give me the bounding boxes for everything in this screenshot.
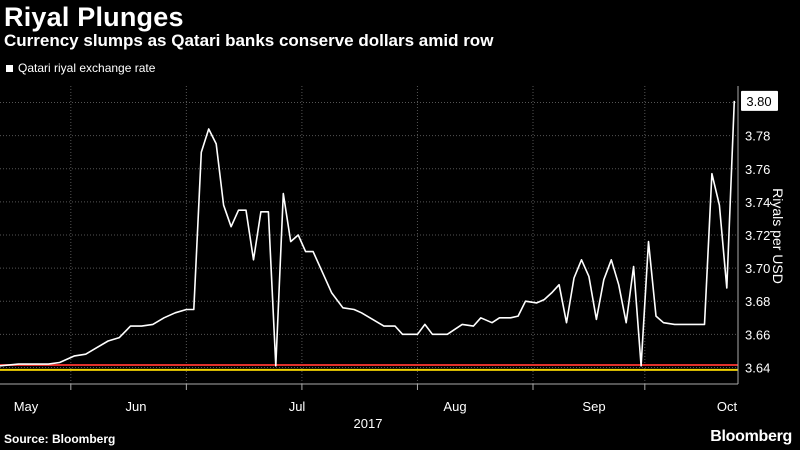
y-tick-label: 3.76 — [745, 162, 770, 177]
y-tick-label: 3.72 — [745, 228, 770, 243]
last-value-box — [741, 90, 778, 111]
y-tick-label: 3.64 — [745, 360, 770, 375]
y-tick-label: 3.66 — [745, 327, 770, 342]
x-year-label: 2017 — [354, 416, 383, 431]
y-tick-label: 3.74 — [745, 195, 770, 210]
x-tick-label: Jun — [126, 399, 147, 414]
y-tick-label: 3.78 — [745, 129, 770, 144]
x-tick-label: Oct — [717, 399, 738, 414]
series-line — [0, 100, 736, 367]
x-tick-label: May — [14, 399, 39, 414]
chart-title: Riyal Plunges — [4, 2, 184, 32]
x-tick-label: Aug — [443, 399, 466, 414]
brand-logo: Bloomberg — [710, 428, 792, 445]
legend: Qatari riyal exchange rate — [6, 61, 155, 75]
chart-subtitle: Currency slumps as Qatari banks conserve… — [4, 31, 494, 50]
y-tick-label: 3.70 — [745, 261, 770, 276]
last-value-label: 3.80 — [746, 94, 771, 109]
x-tick-label: Sep — [582, 399, 605, 414]
x-tick-label: Jul — [289, 399, 306, 414]
legend-swatch — [6, 64, 13, 72]
y-axis-label: Riyals per USD — [770, 188, 786, 284]
source-note: Source: Bloomberg — [4, 432, 116, 446]
legend-label: Qatari riyal exchange rate — [18, 61, 156, 75]
y-tick-label: 3.68 — [745, 294, 770, 309]
